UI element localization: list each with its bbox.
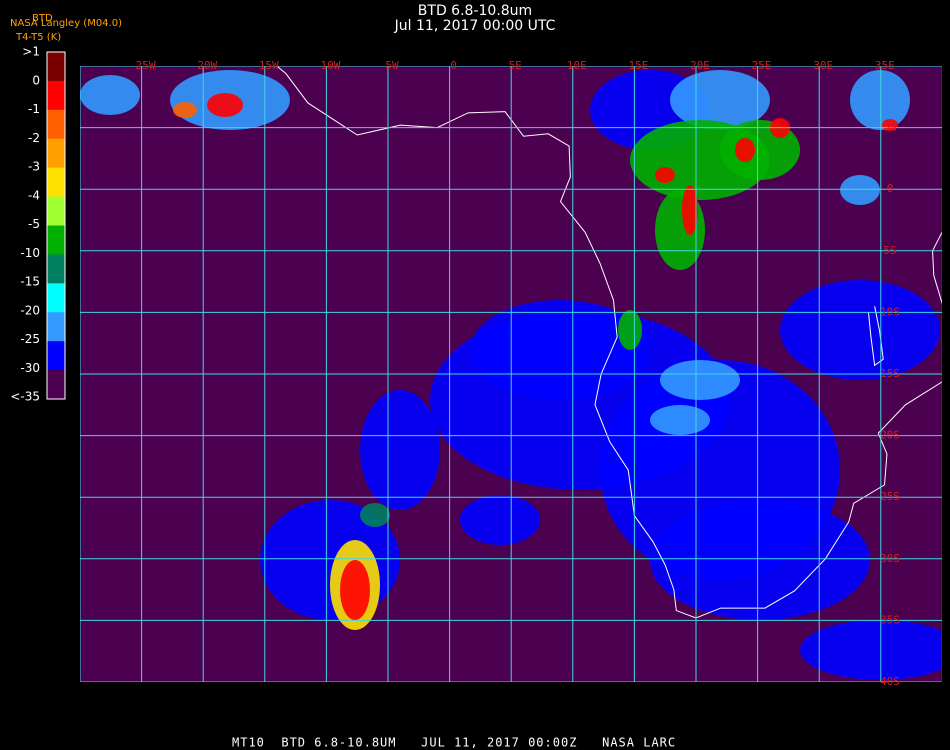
colorbar-segment xyxy=(47,109,65,140)
colorbar-segment xyxy=(47,196,65,226)
longitude-label: 30E xyxy=(813,59,833,72)
latitude-label: 5N xyxy=(883,121,896,134)
latitude-label: 25S xyxy=(880,490,900,503)
subtitle: Jul 11, 2017 00:00 UTC xyxy=(394,18,556,34)
latitude-label: 10S xyxy=(880,305,900,318)
longitude-label: 25W xyxy=(136,59,156,72)
product-label: BTD xyxy=(32,13,53,24)
cloud-blob xyxy=(850,70,910,130)
colorbar-segment xyxy=(47,138,65,169)
cloud-blob xyxy=(660,360,740,400)
colorbar-segment xyxy=(47,225,65,255)
cloud-blob xyxy=(173,102,197,118)
cloud-blob xyxy=(207,93,243,117)
colorbar-label: -3 xyxy=(28,160,40,174)
cloud-blob xyxy=(360,503,390,527)
latitude-label: 20S xyxy=(880,429,900,442)
latitude-label: 0 xyxy=(887,182,894,195)
graticule xyxy=(80,66,942,682)
cloud-blob xyxy=(470,300,650,400)
colorbar-segment xyxy=(47,370,65,400)
cloud-blob xyxy=(735,138,755,162)
colorbar-label: -2 xyxy=(28,131,40,145)
longitude-label: 25E xyxy=(752,59,772,72)
longitude-label: 15E xyxy=(628,59,648,72)
colorbar-segment xyxy=(47,167,65,198)
colorbar-label: -5 xyxy=(28,217,40,231)
longitude-label: 5W xyxy=(385,59,399,72)
colorbar-label: -15 xyxy=(20,275,40,289)
lake-outline xyxy=(867,306,884,367)
cloud-blob xyxy=(340,560,370,620)
cloud-blob xyxy=(460,495,540,545)
longitude-label: 0 xyxy=(450,59,457,72)
colorbar-label: -30 xyxy=(20,361,40,375)
cloud-blob xyxy=(670,70,770,130)
longitude-label: 15W xyxy=(259,59,279,72)
colorbar-label: >1 xyxy=(22,45,40,59)
colorbar-label: -1 xyxy=(28,102,40,116)
colorbar-segment xyxy=(47,52,65,82)
coastline xyxy=(275,66,942,619)
cloud-imagery xyxy=(80,70,942,680)
colorbar-segment xyxy=(47,80,65,111)
colorbar-label: -25 xyxy=(20,332,40,346)
cloud-blob xyxy=(655,167,675,183)
cloud-blob xyxy=(780,280,940,380)
latitude-label: 15S xyxy=(880,367,900,380)
colorbar-label: -10 xyxy=(20,246,40,260)
colorbar-label: <-35 xyxy=(10,390,40,404)
cloud-blob xyxy=(650,405,710,435)
colorbar-segment xyxy=(47,254,65,284)
longitude-label: 5E xyxy=(509,59,522,72)
colorbar-segment xyxy=(47,341,65,371)
longitude-label: 20E xyxy=(690,59,710,72)
cloud-blob xyxy=(360,390,440,510)
units-label: T4-T5 (K) xyxy=(15,32,61,43)
colorbar-segment xyxy=(47,312,65,342)
longitude-label: 20W xyxy=(197,59,217,72)
colorbar: >1 0 -1 -2 -3 -4 -5 -10 -15 -20 -25 -30 <-35 xyxy=(10,45,66,404)
graticule-labels: 25W 20W 15W 10W 5W 0 5E 10E 15E 20E 25E 30E 35E 5N 0 5S… xyxy=(136,59,900,688)
latitude-label: 35S xyxy=(880,613,900,626)
cloud-blob xyxy=(800,620,942,680)
cloud-blob xyxy=(840,175,880,205)
cloud-blob xyxy=(682,185,698,235)
colorbar-segment xyxy=(47,283,65,313)
colorbar-frame xyxy=(46,51,66,400)
cloud-blob xyxy=(650,500,870,620)
footer: MT10 BTD 6.8-10.8UM JUL 11, 2017 00:00Z … xyxy=(232,736,676,750)
title: BTD 6.8-10.8um xyxy=(418,3,532,19)
colorbar-label: -20 xyxy=(20,303,40,317)
longitude-label: 10W xyxy=(320,59,340,72)
source-label: NASA Langley (M04.0) xyxy=(10,18,122,29)
map xyxy=(80,66,942,682)
cloud-blob xyxy=(80,75,140,115)
latitude-label: 30S xyxy=(880,552,900,565)
latitude-label: 5S xyxy=(883,244,896,257)
longitude-label: 10E xyxy=(567,59,587,72)
cloud-blob xyxy=(618,310,642,350)
longitude-label: 35E xyxy=(875,59,895,72)
colorbar-label: -4 xyxy=(28,188,40,202)
colorbar-label: 0 xyxy=(32,73,40,87)
latitude-label: 40S xyxy=(880,675,900,688)
